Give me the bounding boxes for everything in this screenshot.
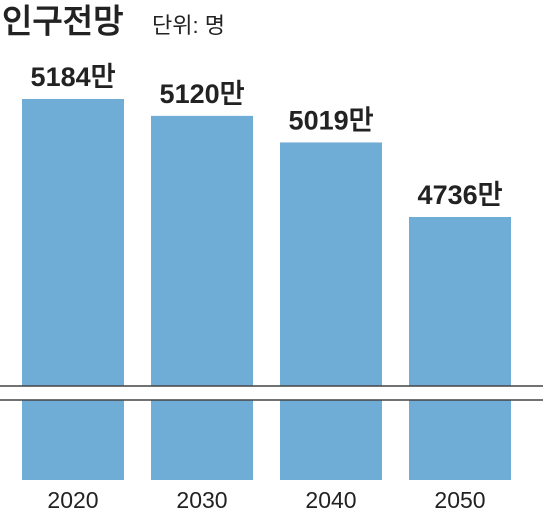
chart-subtitle: 단위: 명 bbox=[152, 13, 225, 38]
bar bbox=[22, 99, 124, 480]
chart-title: 인구전망 bbox=[2, 3, 123, 40]
value-label: 5120만 bbox=[160, 79, 245, 109]
x-tick-label: 2020 bbox=[47, 487, 98, 513]
x-tick-label: 2040 bbox=[305, 487, 356, 513]
bar bbox=[151, 115, 253, 480]
value-label: 4736만 bbox=[418, 180, 503, 210]
value-label: 5184만 bbox=[31, 62, 116, 92]
value-label: 5019만 bbox=[289, 106, 374, 136]
bar bbox=[280, 142, 382, 480]
bar bbox=[409, 217, 511, 480]
axis-break bbox=[0, 386, 543, 400]
x-tick-label: 2050 bbox=[434, 487, 485, 513]
x-tick-label: 2030 bbox=[176, 487, 227, 513]
